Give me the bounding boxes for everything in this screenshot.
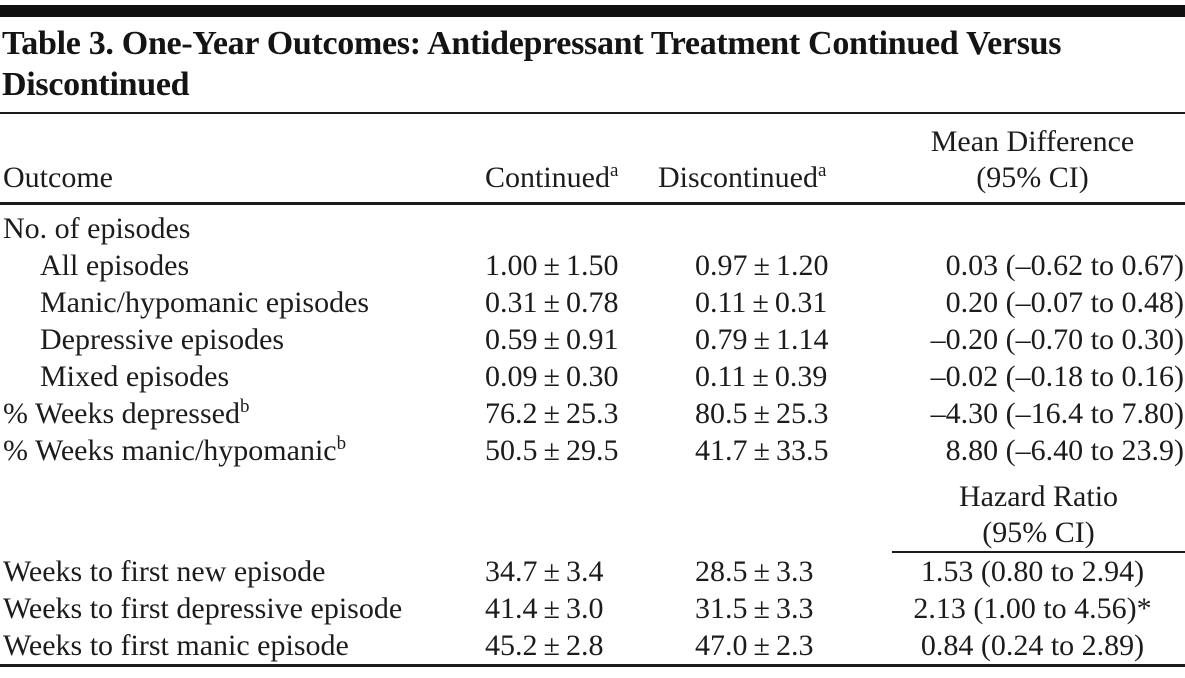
discontinued-cell: 80.5 ± 25.3 <box>695 397 829 430</box>
table-row: Weeks to first manic episode 45.2 ± 2.8 47… <box>0 627 1185 666</box>
hazard-ratio-header-line2: (95% CI) <box>982 516 1095 549</box>
table-row: Mixed episodes 0.09 ± 0.30 0.11 ± 0.39 –0.0… <box>0 358 1185 395</box>
outcome-label: Manic/hypomanic episodes <box>40 286 370 319</box>
effect-cell: 1.53 (0.80 to 2.94) <box>920 555 1145 588</box>
outcome-cell: % Weeks depressedb <box>0 395 465 432</box>
table-row: Weeks to first depressive episode 41.4 ± … <box>0 590 1185 627</box>
header-discontinued: Discontinueda <box>645 114 880 205</box>
discontinued-cell: 28.5 ± 3.3 <box>695 555 814 588</box>
discontinued-cell: 31.5 ± 3.3 <box>695 592 814 625</box>
table-row: Weeks to first new episode 34.7 ± 3.4 28.5… <box>0 553 1185 590</box>
discontinued-cell: 47.0 ± 2.3 <box>695 629 814 662</box>
continued-cell: 41.4 ± 3.0 <box>485 592 604 625</box>
group-row: No. of episodes <box>0 204 1185 248</box>
effect-cell: 0.03 (–0.62 to 0.67) <box>945 249 1184 282</box>
table-row: % Weeks manic/hypomanicb 50.5 ± 29.5 41.7 … <box>0 432 1185 469</box>
discontinued-cell <box>645 469 880 553</box>
outcome-cell <box>0 469 465 553</box>
discontinued-cell: 0.97 ± 1.20 <box>695 249 829 282</box>
table-row: % Weeks depressedb 76.2 ± 25.3 80.5 ± 25.3… <box>0 395 1185 432</box>
outcome-cell: Weeks to first manic episode <box>0 627 465 666</box>
outcome-cell: Mixed episodes <box>0 358 465 395</box>
effect-cell: 0.84 (0.24 to 2.89) <box>920 629 1145 662</box>
effect-cell: –0.02 (–0.18 to 0.16) <box>930 360 1184 393</box>
footnote-marker-b: b <box>239 396 250 417</box>
header-discontinued-label: Discontinued <box>658 161 818 194</box>
outcome-label: Depressive episodes <box>40 323 285 356</box>
outcome-cell: Manic/hypomanic episodes <box>0 284 465 321</box>
outcome-cell: Weeks to first depressive episode <box>0 590 465 627</box>
table-top-bar <box>0 5 1185 17</box>
table-title: Table 3. One-Year Outcomes: Antidepressa… <box>0 17 1185 114</box>
effect-cell: 8.80 (–6.40 to 23.9) <box>945 434 1184 467</box>
outcome-label: Weeks to first depressive episode <box>3 592 403 625</box>
hazard-ratio-header-line1: Hazard Ratio <box>958 480 1119 513</box>
table-row: Depressive episodes 0.59 ± 0.91 0.79 ± 1.1… <box>0 321 1185 358</box>
outcome-label: % Weeks manic/hypomanic <box>3 434 337 467</box>
header-outcome-label: Outcome <box>3 161 113 194</box>
continued-cell: 0.09 ± 0.30 <box>485 360 619 393</box>
discontinued-cell: 0.11 ± 0.31 <box>695 286 828 319</box>
outcome-cell: % Weeks manic/hypomanicb <box>0 432 465 469</box>
outcome-cell: Weeks to first new episode <box>0 553 465 590</box>
continued-cell: 76.2 ± 25.3 <box>485 397 619 430</box>
effect-cell: –4.30 (–16.4 to 7.80) <box>930 397 1184 430</box>
effect-cell <box>880 204 1185 248</box>
discontinued-cell: 0.79 ± 1.14 <box>695 323 829 356</box>
continued-cell: 45.2 ± 2.8 <box>485 629 604 662</box>
header-mean-difference-line2: (95% CI) <box>976 161 1089 194</box>
table-body: No. of episodes All episodes 1.00 ± 1.50 0.… <box>0 204 1185 666</box>
continued-cell: 1.00 ± 1.50 <box>485 249 619 282</box>
outcome-label: Weeks to first manic episode <box>3 629 349 662</box>
footnote-marker-a: a <box>610 160 619 181</box>
hazard-ratio-header-cell: Hazard Ratio (95% CI) <box>880 469 1185 553</box>
hazard-subheader-row: Hazard Ratio (95% CI) <box>0 469 1185 553</box>
footnote-marker-b: b <box>336 433 347 454</box>
paper-table-page: Table 3. One-Year Outcomes: Antidepressa… <box>0 5 1185 667</box>
outcome-label: No. of episodes <box>3 212 191 245</box>
header-outcome: Outcome <box>0 114 465 205</box>
effect-cell: –0.20 (–0.70 to 0.30) <box>930 323 1184 356</box>
outcome-label: All episodes <box>40 249 190 282</box>
header-mean-difference-line1: Mean Difference <box>930 125 1135 158</box>
continued-cell <box>465 469 645 553</box>
discontinued-cell <box>645 204 880 248</box>
continued-cell: 34.7 ± 3.4 <box>485 555 604 588</box>
outcome-cell: All episodes <box>0 247 465 284</box>
outcome-label: % Weeks depressed <box>3 397 240 430</box>
header-continued-label: Continued <box>485 161 610 194</box>
footnote-marker-a: a <box>817 160 827 181</box>
continued-cell: 50.5 ± 29.5 <box>485 434 619 467</box>
continued-cell: 0.59 ± 0.91 <box>485 323 619 356</box>
outcome-label: Weeks to first new episode <box>3 555 326 588</box>
table-header: Outcome Continueda Discontinueda Mean Di… <box>0 114 1185 205</box>
hazard-ratio-header: Hazard Ratio (95% CI) <box>892 469 1185 553</box>
effect-cell: 2.13 (1.00 to 4.56)* <box>913 592 1152 625</box>
discontinued-cell: 0.11 ± 0.39 <box>695 360 828 393</box>
header-row: Outcome Continueda Discontinueda Mean Di… <box>0 114 1185 205</box>
outcome-cell: No. of episodes <box>0 204 465 248</box>
outcome-label: Mixed episodes <box>40 360 230 393</box>
discontinued-cell: 41.7 ± 33.5 <box>695 434 829 467</box>
continued-cell: 0.31 ± 0.78 <box>485 286 619 319</box>
header-continued: Continueda <box>465 114 645 205</box>
effect-cell: 0.20 (–0.07 to 0.48) <box>945 286 1184 319</box>
outcome-cell: Depressive episodes <box>0 321 465 358</box>
table-row: Manic/hypomanic episodes 0.31 ± 0.78 0.11 … <box>0 284 1185 321</box>
continued-cell <box>465 204 645 248</box>
table-row: All episodes 1.00 ± 1.50 0.97 ± 1.20 0.03 (… <box>0 247 1185 284</box>
outcomes-table: Outcome Continueda Discontinueda Mean Di… <box>0 114 1185 667</box>
header-mean-difference: Mean Difference (95% CI) <box>880 114 1185 205</box>
